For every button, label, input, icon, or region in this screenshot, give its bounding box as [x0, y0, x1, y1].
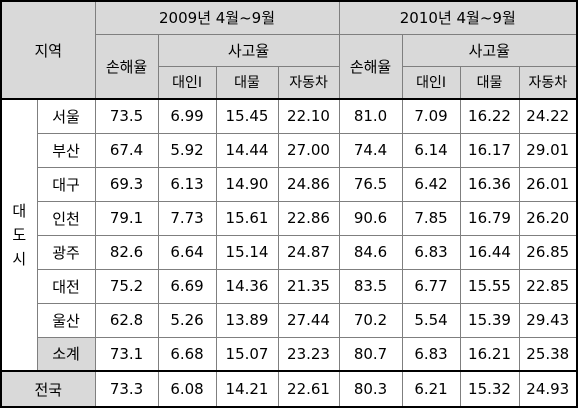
property-header-2010: 대물: [459, 65, 520, 100]
city-cell: 서울: [36, 98, 96, 134]
loss-ratio-header-2010: 손해율: [338, 33, 403, 100]
table-row: 대전 75.2 6.69 14.36 21.35 83.5 6.77 15.55…: [1, 268, 578, 304]
city-cell: 광주: [36, 234, 96, 270]
property-header-2009: 대물: [215, 65, 279, 100]
table-row: 광주 82.6 6.64 15.14 24.87 84.6 6.83 16.44…: [1, 234, 578, 270]
period-2009-header: 2009년 4월~9월: [94, 0, 340, 35]
subtotal-row: 소계 73.1 6.68 15.07 23.23 80.7 6.83 16.21…: [1, 336, 578, 372]
personal-header-2009: 대인Ⅰ: [157, 65, 217, 100]
city-cell: 인천: [36, 200, 96, 236]
city-cell: 울산: [36, 302, 96, 338]
table-row: 인천 79.1 7.73 15.61 22.86 90.6 7.85 16.79…: [1, 200, 578, 236]
period-2010-header: 2010년 4월~9월: [338, 0, 578, 35]
region-header: 지역: [0, 0, 96, 100]
total-label: 전국: [0, 370, 96, 408]
city-cell: 대전: [36, 268, 96, 304]
accident-rate-header-2010: 사고율: [401, 33, 578, 67]
accident-rate-header-2009: 사고율: [157, 33, 340, 67]
vehicle-header-2009: 자동차: [277, 65, 340, 100]
personal-header-2010: 대인Ⅰ: [401, 65, 461, 100]
city-cell: 부산: [36, 132, 96, 168]
table-row: 부산 67.4 5.92 14.44 27.00 74.4 6.14 16.17…: [1, 132, 578, 168]
city-cell: 대구: [36, 166, 96, 202]
table-row: 대구 69.3 6.13 14.90 24.86 76.5 6.42 16.36…: [1, 166, 578, 202]
subtotal-label: 소계: [36, 336, 96, 372]
loss-ratio-header-2009: 손해율: [94, 33, 159, 100]
total-row: 전국 73.3 6.08 14.21 22.61 80.3 6.21 15.32…: [0, 370, 578, 408]
table-row: 울산 62.8 5.26 13.89 27.44 70.2 5.54 15.39…: [1, 302, 578, 338]
vehicle-header-2010: 자동차: [518, 65, 578, 100]
